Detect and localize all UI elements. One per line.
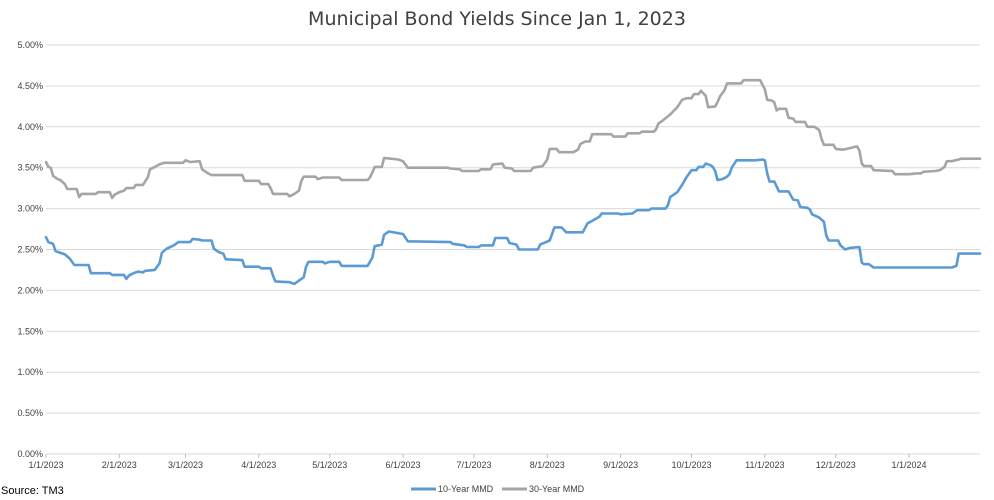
- y-tick-label: 1.00%: [17, 367, 43, 377]
- legend: 10-Year MMD 30-Year MMD: [411, 484, 585, 494]
- gridlines: [46, 44, 980, 455]
- y-tick-label: 5.00%: [17, 40, 43, 50]
- y-tick-label: 3.00%: [17, 204, 43, 214]
- legend-label-30-year: 30-Year MMD: [529, 484, 585, 494]
- series-line-30-year-mmd: [44, 78, 982, 200]
- y-axis-tick-labels: 0.00% 0.50% 1.00% 1.50% 2.00% 2.50% 3.00% 3.50%…: [17, 40, 43, 459]
- x-tick-label: 9/1/2023: [603, 460, 638, 470]
- legend-label-10-year: 10-Year MMD: [438, 484, 494, 494]
- y-tick-label: 2.50%: [17, 245, 43, 255]
- x-tick-label: 10/1/2023: [672, 460, 712, 470]
- x-tick-label: 6/1/2023: [386, 460, 421, 470]
- y-tick-label: 4.00%: [17, 122, 43, 132]
- x-tick-label: 11/1/2023: [745, 460, 784, 470]
- x-tick-label: 3/1/2023: [168, 460, 203, 470]
- x-axis-tick-labels: 1/1/2023 2/1/2023 3/1/2023 4/1/2023 5/1/2023…: [28, 454, 927, 470]
- x-tick-label: 7/1/2023: [456, 460, 491, 470]
- y-tick-label: 2.00%: [17, 285, 43, 295]
- source-note: Source: TM3: [1, 485, 64, 497]
- x-tick-label: 12/1/2023: [816, 460, 856, 470]
- x-tick-label: 1/1/2024: [892, 460, 927, 470]
- series-lines: [44, 78, 982, 286]
- y-tick-label: 0.50%: [17, 408, 43, 418]
- y-tick-label: 3.50%: [17, 163, 43, 173]
- x-tick-label: 2/1/2023: [102, 460, 137, 470]
- x-tick-label: 1/1/2023: [28, 460, 63, 470]
- y-tick-label: 1.50%: [17, 326, 43, 336]
- x-tick-label: 4/1/2023: [241, 460, 276, 470]
- x-tick-label: 8/1/2023: [530, 460, 565, 470]
- chart-title: Municipal Bond Yields Since Jan 1, 2023: [308, 8, 686, 30]
- y-tick-label: 0.00%: [17, 449, 43, 459]
- y-tick-label: 4.50%: [17, 81, 43, 91]
- x-tick-label: 5/1/2023: [312, 460, 347, 470]
- series-line-10-year-mmd: [44, 158, 982, 286]
